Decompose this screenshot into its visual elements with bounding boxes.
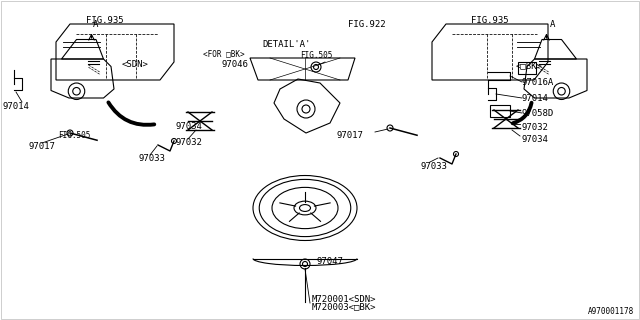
Text: 97033: 97033 (420, 162, 447, 171)
Text: A970001178: A970001178 (588, 307, 634, 316)
Text: <□BK>: <□BK> (516, 61, 543, 70)
Text: M720003<□BK>: M720003<□BK> (312, 302, 376, 311)
Text: 97047: 97047 (316, 258, 343, 267)
Text: 97034: 97034 (522, 134, 549, 143)
Text: FIG.935: FIG.935 (471, 15, 509, 25)
Text: 97017: 97017 (28, 141, 55, 150)
Text: M720001<SDN>: M720001<SDN> (312, 295, 376, 305)
Text: FIG.922: FIG.922 (348, 20, 386, 28)
Text: 97058D: 97058D (522, 108, 554, 117)
Text: FIG.505: FIG.505 (300, 51, 332, 60)
Text: 97014: 97014 (522, 93, 549, 102)
Text: FIG.935: FIG.935 (86, 15, 124, 25)
Text: 97033: 97033 (138, 154, 165, 163)
Text: FIG.505: FIG.505 (58, 131, 90, 140)
Text: 97034: 97034 (175, 122, 202, 131)
Text: A: A (550, 20, 555, 29)
Text: 97032: 97032 (175, 138, 202, 147)
Text: DETAIL'A': DETAIL'A' (262, 39, 310, 49)
Text: 97017: 97017 (336, 131, 363, 140)
Text: 97016A: 97016A (522, 77, 554, 86)
Text: 97046: 97046 (221, 60, 248, 68)
Text: <FOR □BK>: <FOR □BK> (204, 50, 245, 59)
Text: 97014: 97014 (2, 101, 29, 110)
Text: A: A (93, 20, 99, 29)
Text: 97032: 97032 (522, 123, 549, 132)
Text: <SDN>: <SDN> (122, 60, 148, 68)
